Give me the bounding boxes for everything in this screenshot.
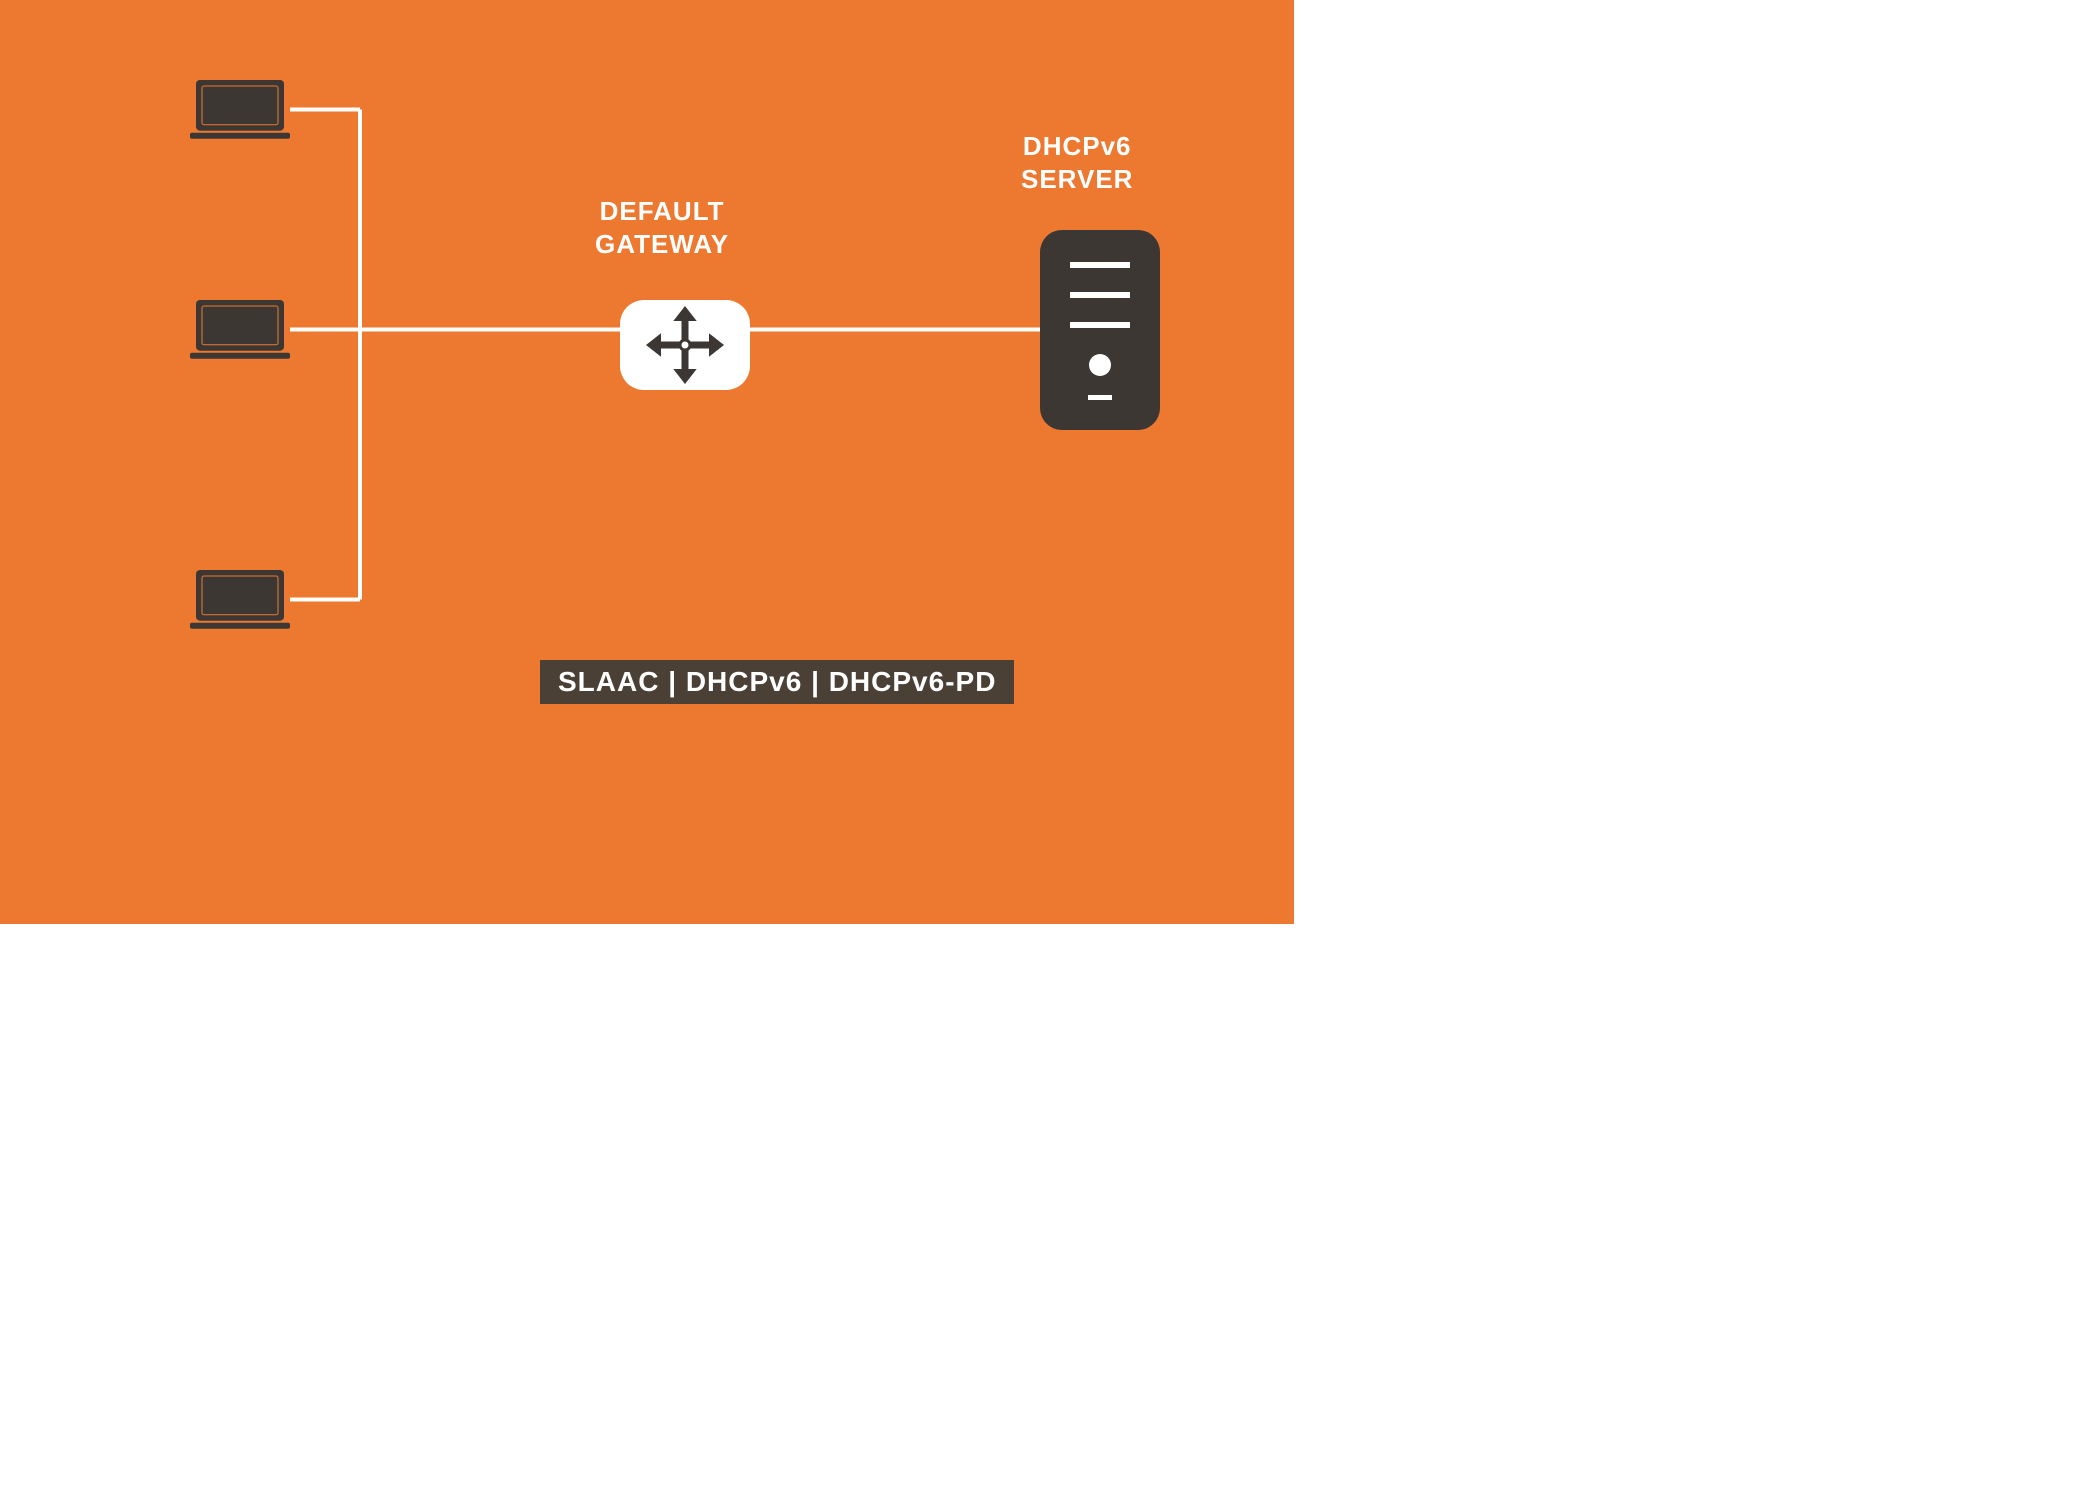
laptop-icon [190, 80, 290, 139]
gateway-icon [620, 300, 750, 390]
server-label: DHCPv6 SERVER [1021, 130, 1133, 195]
caption-text: SLAAC | DHCPv6 | DHCPv6-PD [558, 666, 996, 697]
diagram-canvas: DEFAULT GATEWAY DHCPv6 SERVER SLAAC | DH… [0, 0, 1294, 924]
caption-box: SLAAC | DHCPv6 | DHCPv6-PD [540, 660, 1014, 704]
gateway-label: DEFAULT GATEWAY [595, 195, 729, 260]
laptop-icon [190, 300, 290, 359]
laptop-icon [190, 570, 290, 629]
server-icon [1040, 230, 1160, 430]
